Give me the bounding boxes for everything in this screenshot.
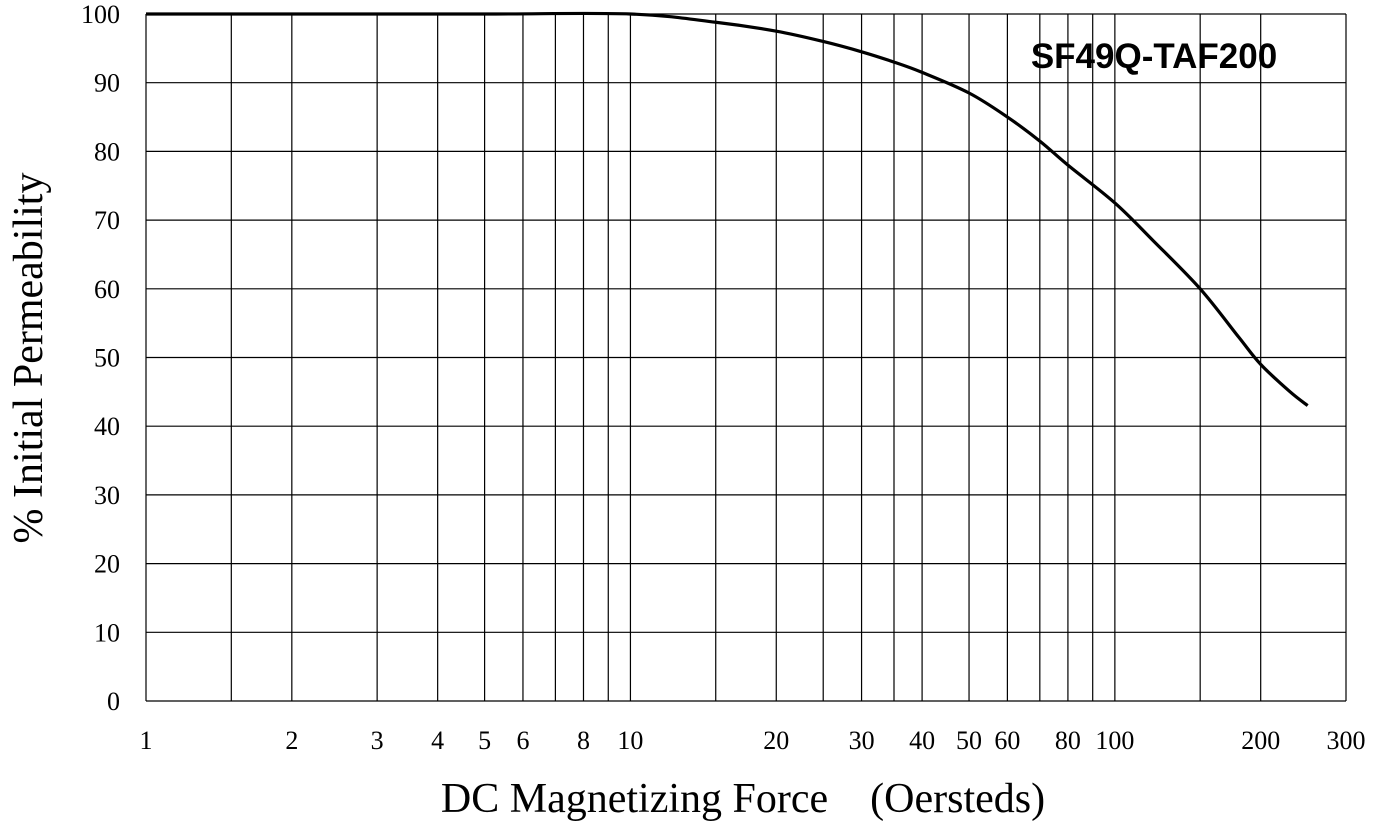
y-tick-label: 100	[81, 0, 120, 29]
x-tick-label: 80	[1055, 726, 1081, 755]
y-tick-label: 90	[94, 69, 120, 98]
y-tick-label: 80	[94, 137, 120, 166]
x-tick-label: 2	[285, 726, 298, 755]
x-tick-label: 200	[1241, 726, 1280, 755]
x-tick-label: 3	[371, 726, 384, 755]
y-tick-label: 70	[94, 206, 120, 235]
y-tick-label: 0	[107, 687, 120, 716]
curve-layer	[146, 11, 1309, 407]
y-tick-label: 30	[94, 481, 120, 510]
x-tick-label: 40	[909, 726, 935, 755]
tick-labels: 1 2 3 4 5 6 8 10 20 30 40 50 60 80 100 200 300 0 10 20 30 40 5…	[81, 0, 1366, 755]
y-tick-label: 40	[94, 412, 120, 441]
x-tick-label: 100	[1095, 726, 1134, 755]
x-tick-label: 4	[431, 726, 444, 755]
x-tick-label: 30	[849, 726, 875, 755]
y-tick-label: 20	[94, 550, 120, 579]
x-tick-label: 8	[577, 726, 590, 755]
x-tick-label: 6	[516, 726, 529, 755]
x-tick-label: 10	[617, 726, 643, 755]
chart-annotation: SF49Q-TAF200	[1031, 37, 1277, 76]
x-axis-label: DC Magnetizing Force (Oersteds)	[441, 776, 1045, 822]
x-tick-label: 50	[956, 726, 982, 755]
x-tick-label: 300	[1327, 726, 1366, 755]
y-tick-label: 10	[94, 618, 120, 647]
x-tick-label: 1	[140, 726, 153, 755]
y-axis-label: % Initial Permeability	[6, 173, 52, 544]
x-tick-label: 60	[994, 726, 1020, 755]
grid	[145, 13, 1347, 702]
permeability-curve	[146, 11, 1309, 407]
y-tick-label: 60	[94, 275, 120, 304]
x-tick-label: 5	[478, 726, 491, 755]
x-tick-label: 20	[763, 726, 789, 755]
y-tick-label: 50	[94, 344, 120, 373]
